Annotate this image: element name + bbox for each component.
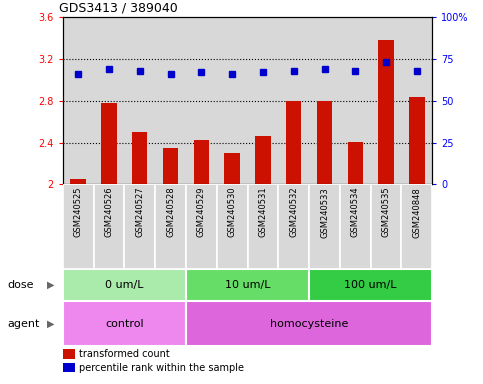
Bar [286, 101, 301, 184]
Bar [340, 184, 371, 269]
Text: GSM240530: GSM240530 [227, 187, 237, 237]
Text: 100 um/L: 100 um/L [344, 280, 397, 290]
Bar [132, 132, 147, 184]
Bar [378, 40, 394, 184]
Text: homocysteine: homocysteine [270, 318, 348, 329]
Bar [225, 153, 240, 184]
Text: GDS3413 / 389040: GDS3413 / 389040 [59, 2, 178, 15]
Text: GSM240527: GSM240527 [135, 187, 144, 237]
Bar [94, 184, 125, 269]
Text: GSM240535: GSM240535 [382, 187, 391, 237]
Text: percentile rank within the sample: percentile rank within the sample [79, 363, 244, 373]
Text: ▶: ▶ [47, 318, 55, 329]
Bar [63, 184, 94, 269]
Text: transformed count: transformed count [79, 349, 170, 359]
Text: GSM240534: GSM240534 [351, 187, 360, 237]
Bar [255, 136, 270, 184]
Bar [371, 184, 401, 269]
Bar [125, 184, 155, 269]
Bar [71, 179, 86, 184]
Bar [247, 184, 278, 269]
Text: ▶: ▶ [47, 280, 55, 290]
Bar [348, 142, 363, 184]
Bar [186, 184, 217, 269]
Text: GSM240532: GSM240532 [289, 187, 298, 237]
Bar [309, 269, 432, 301]
Bar [186, 301, 432, 346]
Text: agent: agent [7, 318, 40, 329]
Bar [163, 148, 178, 184]
Text: GSM240525: GSM240525 [74, 187, 83, 237]
Bar [63, 301, 186, 346]
Bar [409, 97, 425, 184]
Text: GSM240529: GSM240529 [197, 187, 206, 237]
Text: GSM240528: GSM240528 [166, 187, 175, 237]
Bar [186, 269, 309, 301]
Bar [401, 184, 432, 269]
Text: GSM240526: GSM240526 [104, 187, 114, 237]
Text: 0 um/L: 0 um/L [105, 280, 143, 290]
Bar [278, 184, 309, 269]
Text: dose: dose [7, 280, 34, 290]
Bar [217, 184, 247, 269]
Bar [194, 141, 209, 184]
Text: GSM240531: GSM240531 [258, 187, 268, 237]
Bar [309, 184, 340, 269]
Bar [155, 184, 186, 269]
Text: control: control [105, 318, 143, 329]
Text: GSM240533: GSM240533 [320, 187, 329, 238]
Text: GSM240848: GSM240848 [412, 187, 421, 238]
Text: 10 um/L: 10 um/L [225, 280, 270, 290]
Bar [63, 269, 186, 301]
Bar [101, 103, 117, 184]
Bar [317, 101, 332, 184]
